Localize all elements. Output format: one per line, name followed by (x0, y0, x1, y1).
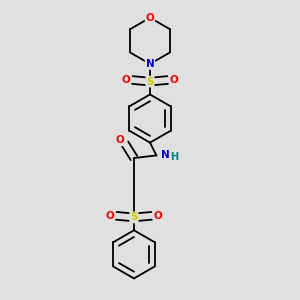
Text: N: N (146, 59, 154, 69)
Text: O: O (170, 75, 178, 85)
Text: N: N (161, 151, 170, 160)
Text: S: S (130, 212, 138, 222)
Text: O: O (122, 75, 130, 85)
Text: S: S (146, 76, 154, 87)
Text: O: O (146, 13, 154, 23)
Text: O: O (106, 211, 114, 221)
Text: H: H (170, 152, 178, 162)
Text: O: O (154, 211, 162, 221)
Text: O: O (116, 135, 124, 146)
